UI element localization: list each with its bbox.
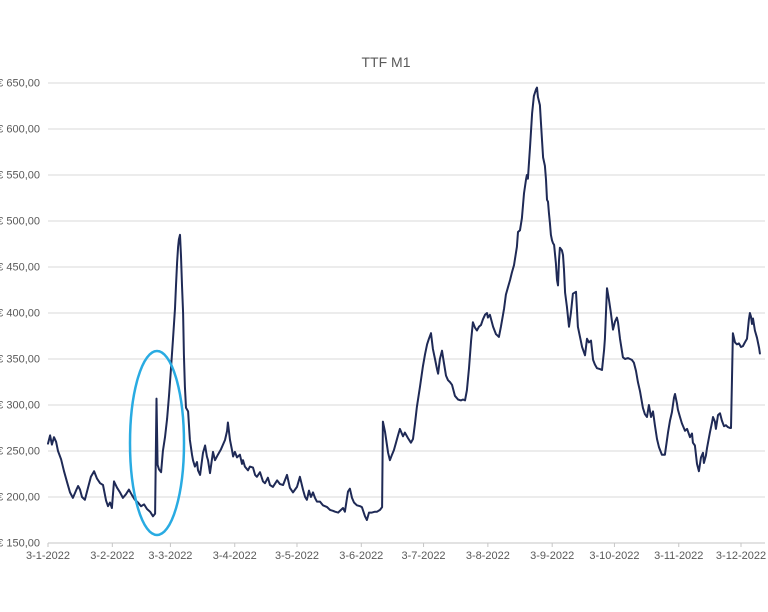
x-tick-label: 3-11-2022 — [654, 550, 703, 562]
x-tick-label: 3-2-2022 — [90, 550, 134, 562]
price-line — [47, 86, 761, 521]
y-tick-label: € 400,00 — [0, 308, 40, 320]
y-tick-label: € 200,00 — [0, 492, 40, 504]
x-tick-label: 3-10-2022 — [589, 550, 639, 562]
x-tick-label: 3-7-2022 — [402, 550, 446, 562]
y-tick-label: € 550,00 — [0, 170, 40, 182]
x-tick-label: 3-12-2022 — [716, 550, 766, 562]
gridlines — [48, 82, 765, 544]
y-tick-label: € 250,00 — [0, 446, 40, 458]
x-axis-labels: 3-1-2022 3-2-2022 3-3-2022 3-4-2022 3-5-2022… — [26, 550, 766, 562]
y-tick-label: € 350,00 — [0, 354, 40, 366]
y-tick-label: € 650,00 — [0, 78, 40, 90]
x-tick-label: 3-9-2022 — [530, 550, 574, 562]
y-tick-label: € 600,00 — [0, 124, 40, 136]
x-tick-label: 3-8-2022 — [466, 550, 510, 562]
x-axis-tick-marks — [47, 543, 742, 547]
x-tick-label: 3-5-2022 — [275, 550, 319, 562]
x-tick-label: 3-3-2022 — [148, 550, 192, 562]
y-tick-label: € 500,00 — [0, 216, 40, 228]
chart-title: TTF M1 — [362, 54, 411, 70]
y-tick-label: € 450,00 — [0, 262, 40, 274]
highlight-ellipse — [128, 349, 186, 537]
y-tick-label: € 150,00 — [0, 538, 40, 550]
x-tick-label: 3-4-2022 — [213, 550, 257, 562]
x-tick-label: 3-6-2022 — [339, 550, 383, 562]
y-tick-label: € 300,00 — [0, 400, 40, 412]
x-tick-label: 3-1-2022 — [26, 550, 70, 562]
y-axis-labels: € 150,00 € 200,00 € 250,00 € 300,00 € 350,00… — [0, 78, 40, 550]
